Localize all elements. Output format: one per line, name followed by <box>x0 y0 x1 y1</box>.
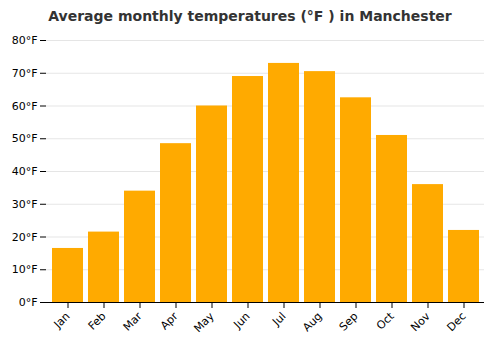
svg-text:50°F: 50°F <box>12 132 38 145</box>
svg-text:Oct: Oct <box>374 309 397 332</box>
svg-text:Jul: Jul <box>269 310 288 329</box>
svg-text:Apr: Apr <box>158 309 181 332</box>
svg-text:Feb: Feb <box>86 310 109 333</box>
svg-text:70°F: 70°F <box>12 67 38 80</box>
svg-text:Nov: Nov <box>408 309 433 334</box>
svg-text:20°F: 20°F <box>12 231 38 244</box>
html-text:Average monthly temperatures (: Average monthly temperatures (°F ) in Ma… <box>48 8 452 24</box>
svg-text:10°F: 10°F <box>12 263 38 276</box>
svg-text:Dec: Dec <box>444 310 468 334</box>
svg-text:Mar: Mar <box>121 309 145 333</box>
svg-text:Aug: Aug <box>300 310 324 334</box>
svg-text:80°F: 80°F <box>12 34 38 47</box>
svg-text:0°F: 0°F <box>19 296 38 309</box>
svg-text:60°F: 60°F <box>12 100 38 113</box>
svg-text:May: May <box>191 309 217 335</box>
svg-text:30°F: 30°F <box>12 198 38 211</box>
svg-text:Jan: Jan <box>51 310 73 332</box>
svg-text:Jun: Jun <box>231 310 253 332</box>
svg-text:Sep: Sep <box>337 310 361 334</box>
svg-text:40°F: 40°F <box>12 165 38 178</box>
